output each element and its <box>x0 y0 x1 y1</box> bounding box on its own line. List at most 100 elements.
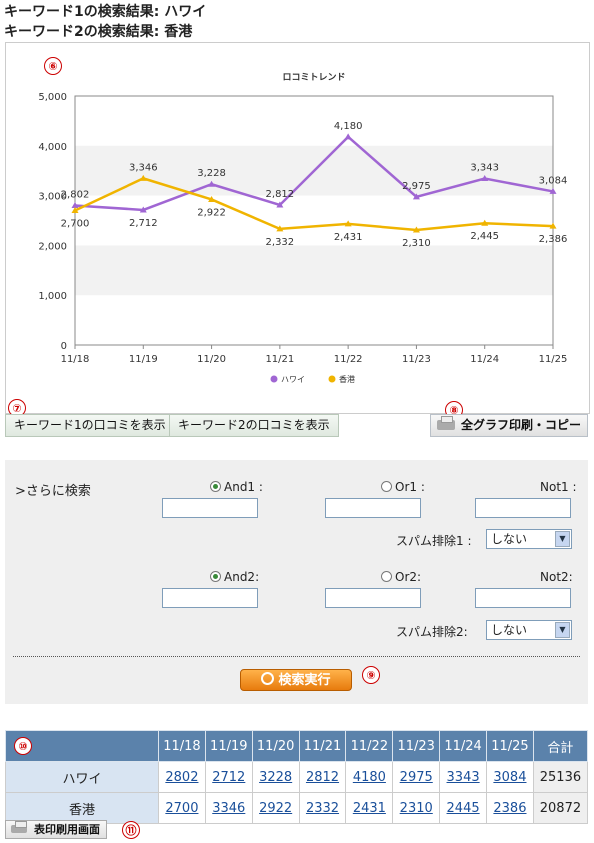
data-label: 2,386 <box>539 234 568 245</box>
y-tick-label: 0 <box>61 341 67 352</box>
data-point <box>71 201 79 208</box>
callout-badge-10: ⑩ <box>14 737 32 755</box>
table-header-cell: 11/21 <box>298 730 347 762</box>
x-tick-label: 11/18 <box>61 354 90 365</box>
series-line-0 <box>74 135 554 212</box>
table-row: 香港 2700 3346 2922 2332 2431 2310 2445 23… <box>5 792 589 824</box>
spam2-select[interactable]: しない ▼ <box>486 620 572 640</box>
data-label: 2,712 <box>129 218 158 229</box>
table-header-cell: 11/22 <box>345 730 394 762</box>
table-header-row: ⑩ 11/18 11/19 11/20 11/21 11/22 11/23 11… <box>5 730 589 762</box>
not1-label: Not1 : <box>540 480 577 494</box>
table-header-cell-total: 合計 <box>532 730 589 762</box>
or2-input[interactable] <box>325 588 421 608</box>
data-label: 3,084 <box>539 175 568 186</box>
show-keyword1-reviews-button[interactable]: キーワード1の口コミを表示 <box>5 414 175 437</box>
data-label: 3,228 <box>197 168 226 179</box>
radio-selected-icon <box>210 571 221 582</box>
x-tick-label: 11/20 <box>197 354 226 365</box>
table-header-cell: 11/24 <box>439 730 488 762</box>
count-link[interactable]: 2922 <box>259 800 293 816</box>
x-tick-label: 11/25 <box>539 354 568 365</box>
data-point <box>276 225 284 232</box>
or2-label: Or2: <box>395 570 422 584</box>
count-link[interactable]: 2802 <box>165 769 199 785</box>
spam1-select[interactable]: しない ▼ <box>486 529 572 549</box>
print-all-graphs-label: 全グラフ印刷・コピー <box>460 418 581 432</box>
count-link[interactable]: 3084 <box>493 769 527 785</box>
callout-badge-11: ⑪ <box>122 821 140 839</box>
count-link[interactable]: 2310 <box>399 800 433 816</box>
y-tick-label: 3,000 <box>38 192 67 203</box>
and1-input[interactable] <box>162 498 258 518</box>
data-label: 2,431 <box>334 232 363 243</box>
data-label: 4,180 <box>334 121 363 132</box>
and2-input[interactable] <box>162 588 258 608</box>
printer-icon <box>11 821 27 833</box>
spam1-label: スパム排除1 : <box>396 534 472 548</box>
data-label: 2,332 <box>266 237 295 248</box>
count-link[interactable]: 3346 <box>212 800 246 816</box>
x-tick-label: 11/21 <box>265 354 294 365</box>
callout-badge-9: ⑨ <box>362 666 380 684</box>
y-tick-label: 5,000 <box>38 92 67 103</box>
x-tick-label: 11/19 <box>129 354 158 365</box>
count-link[interactable]: 2332 <box>305 800 340 816</box>
callout-badge-6: ⑥ <box>44 57 62 75</box>
data-point <box>208 180 216 187</box>
table-header-cell: 11/20 <box>251 730 300 762</box>
data-point <box>71 207 79 214</box>
y-tick-label: 1,000 <box>38 291 67 302</box>
and1-radio[interactable]: And1 : <box>210 480 263 494</box>
count-link[interactable]: 2975 <box>399 769 433 785</box>
table-header-cell: 11/18 <box>158 730 206 762</box>
or1-input[interactable] <box>325 498 421 518</box>
table-header-cell: 11/19 <box>204 730 253 762</box>
x-tick-label: 11/24 <box>470 354 499 365</box>
search-execute-button[interactable]: 検索実行 <box>240 669 352 691</box>
trend-chart-panel: ⑥ ロコミトレンド 0 1,000 2,000 3,000 4,000 5,000 11/18… <box>5 42 590 414</box>
table-row: ハワイ 2802 2712 3228 2812 4180 2975 3343 3… <box>5 761 589 793</box>
print-table-button[interactable]: 表印刷用画面 <box>5 820 107 839</box>
not1-input[interactable] <box>475 498 571 518</box>
count-link[interactable]: 2431 <box>352 800 386 816</box>
chevron-down-icon: ▼ <box>555 622 570 638</box>
trend-line-chart: ロコミトレンド 0 1,000 2,000 3,000 4,000 5,000 11/18 11… <box>38 72 568 384</box>
data-label: 2,975 <box>402 181 431 192</box>
count-link[interactable]: 4180 <box>352 769 386 785</box>
radio-empty-icon <box>381 481 392 492</box>
data-point <box>549 187 557 194</box>
spam1-value: しない <box>491 532 528 546</box>
and1-label: And1 : <box>224 480 263 494</box>
count-link[interactable]: 3343 <box>446 769 480 785</box>
radio-empty-icon <box>381 571 392 582</box>
data-label: 2,802 <box>61 189 90 200</box>
keyword2-result-heading: キーワード2の検索結果: 香港 <box>4 24 193 40</box>
print-all-graphs-button[interactable]: 全グラフ印刷・コピー <box>429 414 588 437</box>
count-link[interactable]: 2700 <box>165 800 199 816</box>
search-icon <box>261 672 275 685</box>
data-point <box>549 222 557 229</box>
radio-selected-icon <box>210 481 221 492</box>
search-execute-label: 検索実行 <box>278 673 331 688</box>
and2-label: And2: <box>224 570 260 584</box>
count-link[interactable]: 2386 <box>493 800 527 816</box>
count-link[interactable]: 2812 <box>305 769 340 785</box>
count-link[interactable]: 3228 <box>259 769 293 785</box>
and2-radio[interactable]: And2: <box>210 570 259 584</box>
or1-label: Or1 : <box>395 480 425 494</box>
count-link[interactable]: 2712 <box>212 769 246 785</box>
show-keyword2-reviews-button[interactable]: キーワード2の口コミを表示 <box>169 414 339 437</box>
table-header-cell: 11/23 <box>392 730 441 762</box>
results-table: ⑩ 11/18 11/19 11/20 11/21 11/22 11/23 11… <box>5 730 589 824</box>
legend-marker <box>270 375 278 383</box>
or2-radio[interactable]: Or2: <box>381 570 421 584</box>
spam2-value: しない <box>491 623 528 637</box>
data-label: 3,343 <box>470 163 499 174</box>
data-label: 2,922 <box>197 207 226 218</box>
count-link[interactable]: 2445 <box>446 800 480 816</box>
or1-radio[interactable]: Or1 : <box>381 480 425 494</box>
data-point <box>139 206 147 213</box>
refine-search-title: >さらに検索 <box>15 484 91 499</box>
not2-input[interactable] <box>475 588 571 608</box>
